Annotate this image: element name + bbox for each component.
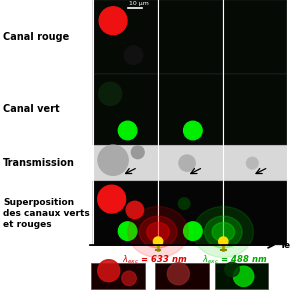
Circle shape [167,263,189,285]
Circle shape [118,222,137,240]
Circle shape [98,260,120,282]
Circle shape [246,157,258,169]
Text: 10 µm: 10 µm [129,1,149,6]
Bar [158,181,223,245]
Text: Canal rouge: Canal rouge [3,32,69,42]
Bar [215,263,268,289]
Bar [158,0,223,74]
Circle shape [99,82,122,106]
Ellipse shape [139,216,177,248]
Circle shape [118,121,137,140]
Text: Superposition
des canaux verts
et rouges: Superposition des canaux verts et rouges [3,197,90,229]
Bar [155,263,209,289]
Bar [93,74,158,145]
Bar [93,181,158,245]
Circle shape [179,155,195,171]
Bar [223,181,287,245]
Text: Transmission: Transmission [3,158,75,168]
Circle shape [99,7,127,35]
Circle shape [184,121,202,140]
Circle shape [124,46,143,64]
Ellipse shape [128,206,188,258]
Circle shape [225,262,239,277]
Circle shape [178,198,190,209]
Circle shape [126,201,144,219]
Circle shape [184,222,202,240]
Text: $\lambda_{exc}$ = 633 nm: $\lambda_{exc}$ = 633 nm [122,253,188,266]
Circle shape [131,146,144,159]
Bar [223,74,287,145]
Ellipse shape [193,206,253,258]
Circle shape [122,271,136,286]
Bar [158,145,223,181]
Circle shape [98,185,126,213]
Text: Canal vert: Canal vert [3,104,59,115]
Circle shape [233,266,254,287]
Bar [158,74,223,145]
Circle shape [98,145,128,175]
Bar [91,263,145,289]
Circle shape [153,237,163,246]
Ellipse shape [204,216,242,248]
Ellipse shape [147,222,169,242]
Bar [93,145,158,181]
Circle shape [219,237,228,246]
Bar [93,0,158,74]
Bar [223,0,287,74]
Bar [223,145,287,181]
Text: Temps: Temps [280,240,290,250]
Text: $\lambda_{exc}$ = 488 nm: $\lambda_{exc}$ = 488 nm [202,253,268,266]
Ellipse shape [212,222,235,242]
